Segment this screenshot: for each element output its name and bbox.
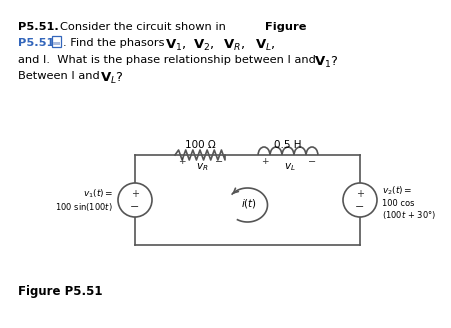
Bar bbox=[52, 36, 61, 47]
Text: −: − bbox=[130, 202, 139, 212]
Text: $\mathbf{V}_R$,: $\mathbf{V}_R$, bbox=[222, 38, 244, 53]
Text: 100 Ω: 100 Ω bbox=[184, 140, 215, 150]
Text: 100 cos: 100 cos bbox=[381, 199, 414, 209]
Text: and I.  What is the phase relationship between I and: and I. What is the phase relationship be… bbox=[18, 55, 319, 65]
Text: P5.51.: P5.51. bbox=[18, 22, 59, 32]
Text: $v_R$: $v_R$ bbox=[195, 161, 208, 173]
Text: Figure P5.51: Figure P5.51 bbox=[18, 285, 102, 298]
Text: $\mathbf{V}_1$?: $\mathbf{V}_1$? bbox=[313, 55, 338, 70]
Text: Consider the circuit shown in: Consider the circuit shown in bbox=[60, 22, 229, 32]
Text: $v_L$: $v_L$ bbox=[284, 161, 295, 173]
Text: $i(t)$: $i(t)$ bbox=[241, 197, 257, 211]
Text: $\mathbf{V}_1$,: $\mathbf{V}_1$, bbox=[165, 38, 186, 53]
Text: +: + bbox=[178, 157, 185, 167]
Text: Figure: Figure bbox=[264, 22, 306, 32]
Circle shape bbox=[342, 183, 376, 217]
Text: P5.51: P5.51 bbox=[18, 38, 54, 48]
Text: −: − bbox=[354, 202, 364, 212]
Text: $v_1(t) =$: $v_1(t) =$ bbox=[83, 188, 113, 200]
Text: . Find the phasors: . Find the phasors bbox=[63, 38, 168, 48]
Bar bbox=[53, 42, 60, 45]
Text: +: + bbox=[355, 189, 363, 199]
Text: $v_2(t) =$: $v_2(t) =$ bbox=[381, 185, 412, 197]
Text: −: − bbox=[307, 157, 315, 167]
Circle shape bbox=[118, 183, 152, 217]
Text: 0.5 H: 0.5 H bbox=[274, 140, 301, 150]
Text: Between I and: Between I and bbox=[18, 71, 103, 81]
Text: $\mathbf{V}_L$?: $\mathbf{V}_L$? bbox=[100, 71, 124, 86]
Text: −: − bbox=[214, 157, 222, 167]
Text: +: + bbox=[260, 157, 268, 167]
Text: 100 sin(100$t$): 100 sin(100$t$) bbox=[55, 201, 113, 213]
Text: $\mathbf{V}_2$,: $\mathbf{V}_2$, bbox=[193, 38, 214, 53]
Text: $\mathbf{V}_L$,: $\mathbf{V}_L$, bbox=[254, 38, 275, 53]
Text: (100$t$ + 30°): (100$t$ + 30°) bbox=[381, 209, 435, 221]
Text: +: + bbox=[131, 189, 139, 199]
